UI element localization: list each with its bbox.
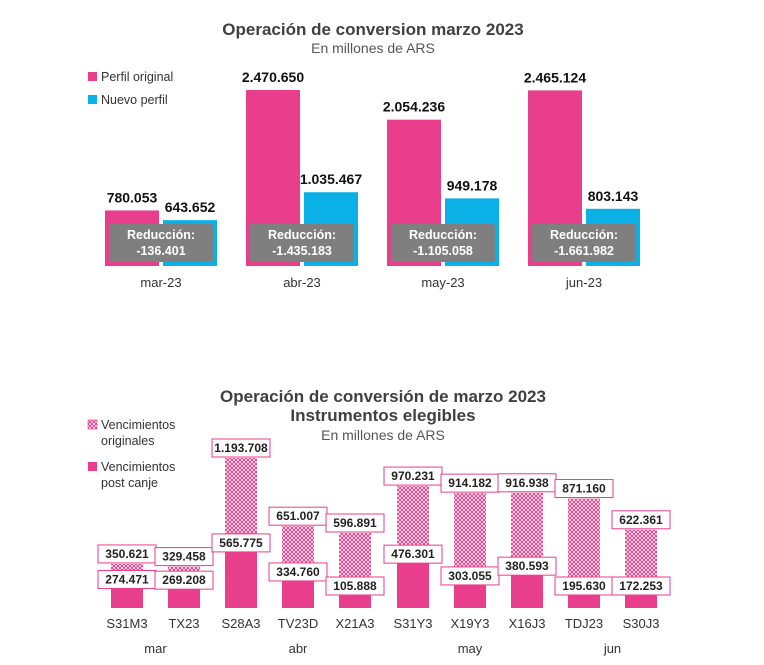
chart2-value-label-postcanje-TDJ23: 195.630 — [562, 579, 606, 593]
chart2-value-label-postcanje-S30J3: 172.253 — [619, 579, 663, 593]
chart2-group-label-mar: mar — [144, 641, 167, 656]
chart2-value-label-originales-S31Y3: 970.231 — [391, 469, 435, 483]
chart2-value-label-postcanje-TV23D: 334.760 — [276, 565, 320, 579]
chart2-value-label-postcanje-S31Y3: 476.301 — [391, 547, 435, 561]
chart2-legend-originales-line2: originales — [101, 434, 155, 448]
chart1-reduction-title-mar-23: Reducción: — [127, 228, 195, 242]
chart2-category-label-S30J3: S30J3 — [623, 616, 660, 631]
chart1-legend-original: Perfil original — [101, 70, 173, 84]
chart2-category-label-S28A3: S28A3 — [221, 616, 260, 631]
chart2-title: Operación de conversión de marzo 2023 — [220, 387, 546, 406]
chart1-category-label-may-23: may-23 — [421, 275, 464, 290]
chart2-value-label-postcanje-X19Y3: 303.055 — [448, 569, 492, 583]
chart1-value-label-nuevo-may-23: 949.178 — [447, 177, 498, 193]
chart1-value-label-original-jun-23: 2.465.124 — [524, 69, 586, 85]
chart1-legend-swatch-nuevo — [88, 95, 97, 104]
chart2-category-label-TDJ23: TDJ23 — [565, 616, 603, 631]
chart1-plot: 780.053 643.652 Reducción: -136.401 mar-23 2.… — [105, 69, 640, 290]
chart1-title: Operación de conversion marzo 2023 — [222, 20, 523, 39]
chart2-value-label-originales-S30J3: 622.361 — [619, 513, 663, 527]
chart2-bar-postcanje-X21A3 — [339, 595, 371, 608]
chart2-group-label-jun: jun — [603, 641, 621, 656]
chart1-reduction-value-mar-23: -136.401 — [136, 244, 185, 258]
chart1-value-label-original-mar-23: 780.053 — [107, 189, 158, 205]
chart2-value-label-postcanje-X21A3: 105.888 — [333, 579, 377, 593]
chart2-value-label-originales-S31M3: 350.621 — [105, 547, 149, 561]
chart2-value-label-originales-TDJ23: 871.160 — [562, 482, 606, 496]
chart2-category-label-X16J3: X16J3 — [509, 616, 546, 631]
chart1-category-label-mar-23: mar-23 — [140, 275, 181, 290]
chart2-legend-swatch-originales — [88, 420, 97, 429]
chart2-category-label-S31M3: S31M3 — [106, 616, 147, 631]
chart2-category-label-X21A3: X21A3 — [335, 616, 374, 631]
chart2-value-label-originales-TV23D: 651.007 — [276, 509, 320, 523]
chart1-reduction-value-may-23: -1.105.058 — [413, 244, 473, 258]
chart1-legend-nuevo: Nuevo perfil — [101, 93, 168, 107]
chart2-value-label-originales-X16J3: 916.938 — [505, 476, 549, 490]
chart1-value-label-original-may-23: 2.054.236 — [383, 99, 445, 115]
chart1-reduction-value-abr-23: -1.435.183 — [272, 244, 332, 258]
chart2-value-label-postcanje-TX23: 269.208 — [162, 573, 206, 587]
chart2-legend-swatch-postcanje — [88, 462, 97, 471]
chart2-value-label-postcanje-S31M3: 274.471 — [105, 573, 149, 587]
chart1-value-label-nuevo-jun-23: 803.143 — [588, 188, 639, 204]
chart2-title-line2: Instrumentos elegibles — [290, 406, 475, 425]
chart2-category-label-TX23: TX23 — [168, 616, 199, 631]
chart2-value-label-originales-S28A3: 1.193.708 — [214, 441, 268, 455]
chart2-legend-originales-line1: Vencimientos — [101, 418, 175, 432]
chart1-reduction-title-jun-23: Reducción: — [550, 228, 618, 242]
chart1-value-label-original-abr-23: 2.470.650 — [242, 69, 304, 85]
charts-canvas: Operación de conversion marzo 2023 En mi… — [0, 0, 764, 665]
chart2-group-label-abr: abr — [289, 641, 308, 656]
chart2-category-label-S31Y3: S31Y3 — [393, 616, 432, 631]
chart1-value-label-nuevo-abr-23: 1.035.467 — [300, 171, 362, 187]
chart1-value-label-nuevo-mar-23: 643.652 — [165, 199, 216, 215]
chart1-category-label-jun-23: jun-23 — [565, 275, 602, 290]
chart2-value-label-originales-X19Y3: 914.182 — [448, 476, 492, 490]
chart2-value-label-originales-X21A3: 596.891 — [333, 516, 377, 530]
chart1-category-label-abr-23: abr-23 — [283, 275, 321, 290]
chart2-category-label-TV23D: TV23D — [278, 616, 318, 631]
chart2-value-label-postcanje-S28A3: 565.775 — [219, 536, 263, 550]
chart2-plot: 350.621 274.471 S31M3 329.458 269.208 TX23 1.1… — [98, 439, 670, 656]
chart2-subtitle: En millones de ARS — [321, 427, 445, 443]
chart2-legend-postcanje-line2: post canje — [101, 476, 158, 490]
chart2-value-label-originales-TX23: 329.458 — [162, 550, 206, 564]
chart1-legend-swatch-original — [88, 72, 97, 81]
chart2-category-label-X19Y3: X19Y3 — [450, 616, 489, 631]
chart2-group-label-may: may — [458, 641, 483, 656]
chart1-subtitle: En millones de ARS — [311, 40, 435, 56]
chart2-value-label-postcanje-X16J3: 380.593 — [505, 559, 549, 573]
chart1-reduction-title-abr-23: Reducción: — [268, 228, 336, 242]
chart1-reduction-value-jun-23: -1.661.982 — [554, 244, 614, 258]
chart2-legend-postcanje-line1: Vencimientos — [101, 460, 175, 474]
chart1-reduction-title-may-23: Reducción: — [409, 228, 477, 242]
